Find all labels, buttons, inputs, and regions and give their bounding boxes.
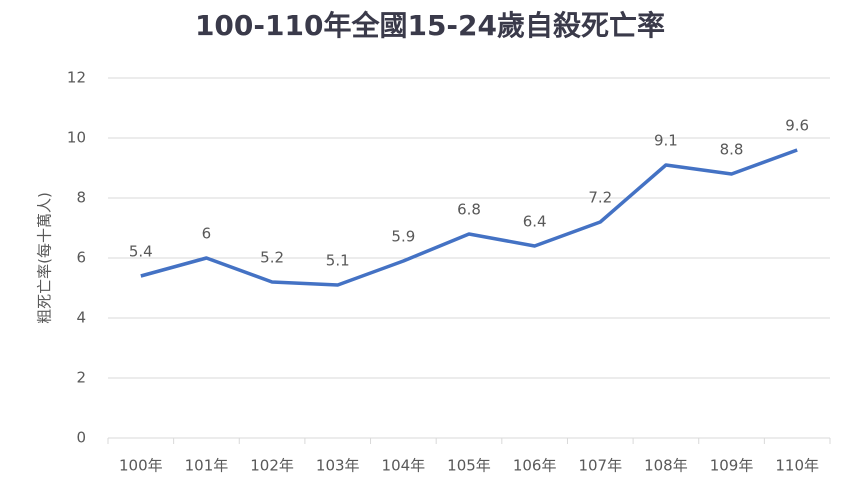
data-label: 9.6 (785, 117, 809, 135)
x-tick-label: 102年 (250, 457, 294, 475)
x-tick-label: 109年 (710, 457, 754, 475)
x-tick-label: 108年 (644, 457, 688, 475)
data-label: 5.4 (129, 243, 153, 261)
data-label: 5.1 (326, 252, 350, 270)
data-label: 9.1 (654, 132, 678, 150)
x-tick-label: 106年 (513, 457, 557, 475)
y-axis-label: 粗死亡率(每十萬人) (36, 192, 54, 324)
line-series (140, 148, 798, 287)
data-label: 6 (202, 225, 212, 243)
y-tick-label: 8 (76, 189, 86, 207)
y-tick-label: 10 (67, 129, 86, 147)
data-label: 6.8 (457, 201, 481, 219)
data-label: 5.2 (260, 249, 284, 267)
y-tick-label: 2 (76, 369, 86, 387)
data-label: 6.4 (523, 213, 547, 231)
x-tick-label: 107年 (578, 457, 622, 475)
y-tick-label: 4 (76, 309, 86, 327)
x-tick-label: 110年 (775, 457, 819, 475)
x-tick-label: 100年 (119, 457, 163, 475)
x-tick-label: 103年 (316, 457, 360, 475)
y-tick-label: 12 (67, 69, 86, 87)
y-tick-label: 6 (76, 249, 86, 267)
x-tick-label: 104年 (382, 457, 426, 475)
data-label: 7.2 (588, 189, 612, 207)
y-tick-label: 0 (76, 429, 86, 447)
data-label: 5.9 (391, 228, 415, 246)
chart-title: 100-110年全國15-24歲自殺死亡率 (195, 9, 665, 42)
data-label: 8.8 (720, 141, 744, 159)
x-tick-label: 105年 (447, 457, 491, 475)
x-tick-label: 101年 (185, 457, 229, 475)
